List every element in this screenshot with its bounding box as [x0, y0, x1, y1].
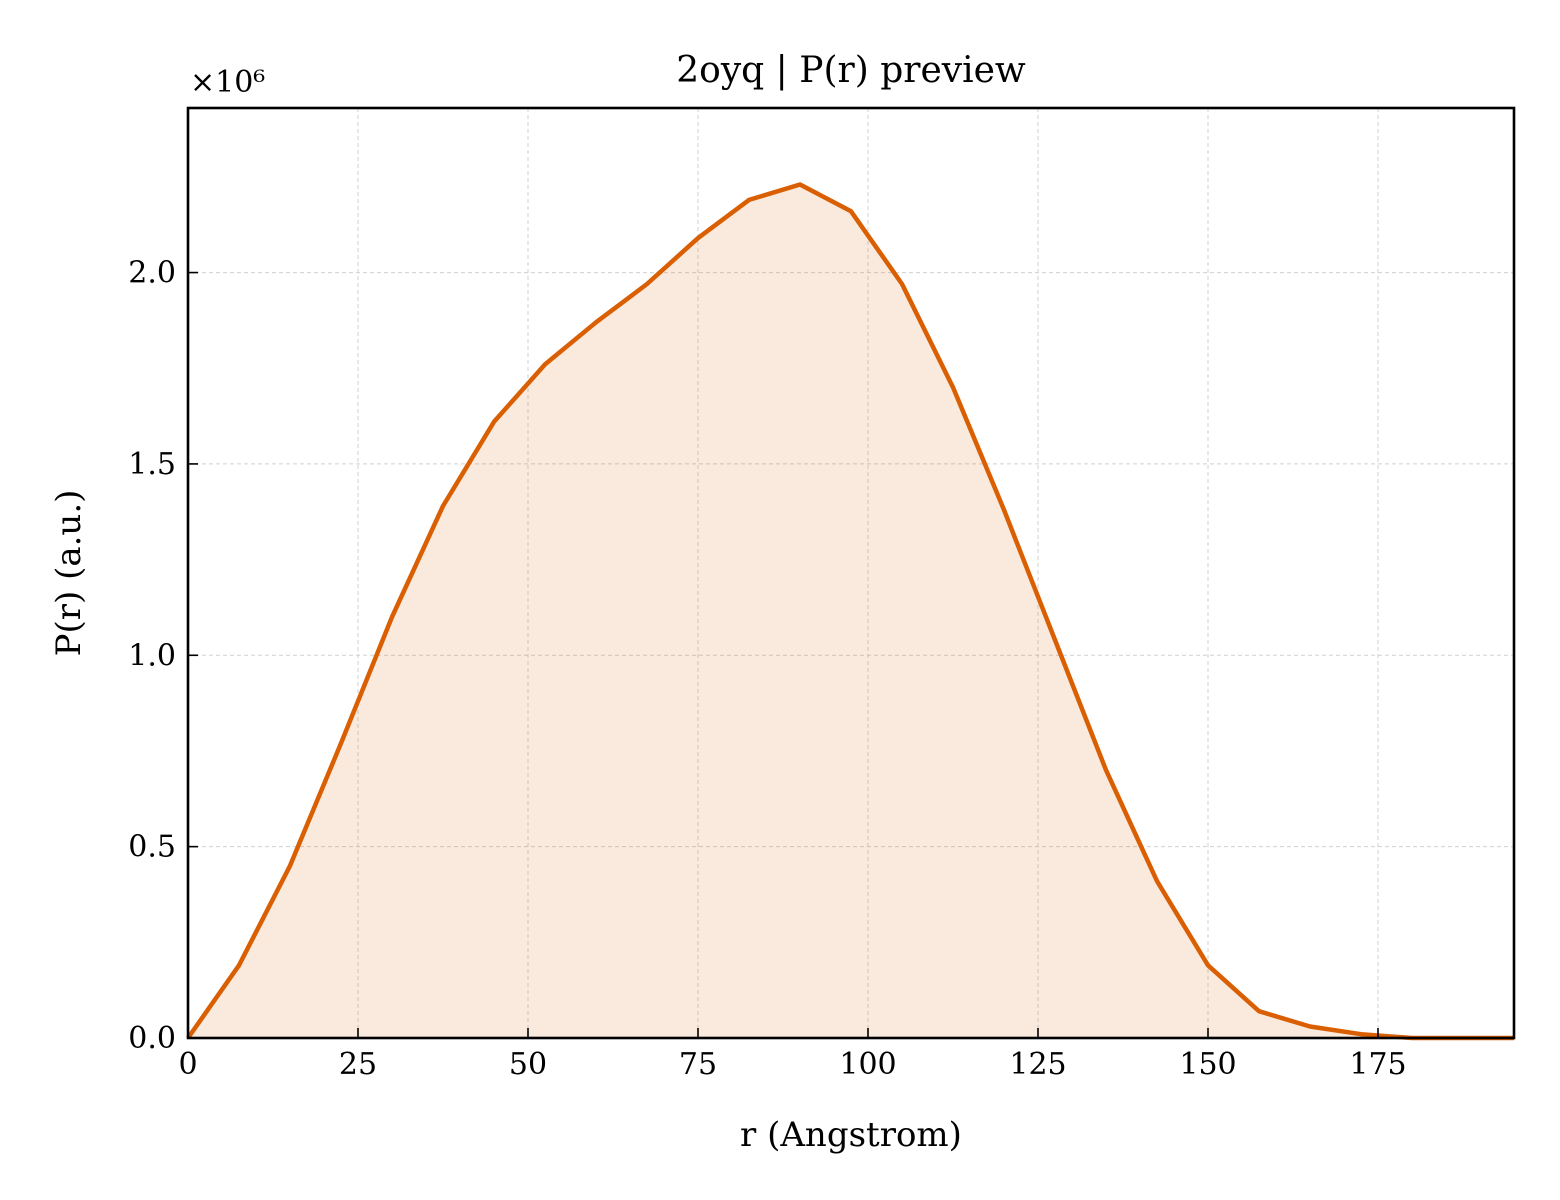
- series-line: [186, 182, 1514, 1041]
- y-tick-label: 1.5: [128, 447, 176, 482]
- grid: [188, 108, 1514, 1038]
- plot-area: [186, 182, 1514, 1041]
- x-axis-label: r (Angstrom): [740, 1115, 962, 1155]
- y-multiplier-label: ×10⁶: [190, 65, 265, 100]
- x-tick-label: 0: [178, 1047, 197, 1082]
- y-tick-label: 2.0: [128, 256, 176, 291]
- x-tick-label: 100: [839, 1047, 896, 1082]
- x-tick-label: 25: [339, 1047, 377, 1082]
- y-tick-label: 0.5: [128, 830, 176, 865]
- series-area-fill: [188, 184, 1514, 1038]
- x-tick-label: 125: [1009, 1047, 1066, 1082]
- y-tick-label: 1.0: [128, 638, 176, 673]
- chart-title: 2oyq | P(r) preview: [676, 50, 1026, 91]
- y-tick-label: 0.0: [128, 1021, 176, 1056]
- ticks: 0 25 50 75 100 125 150 175 0.0 0.5 1.0 1.5 2.0: [128, 256, 1406, 1082]
- y-axis-label: P(r) (a.u.): [49, 490, 89, 657]
- x-tick-label: 50: [509, 1047, 547, 1082]
- x-tick-label: 175: [1349, 1047, 1406, 1082]
- axes-frame: [186, 106, 1516, 1040]
- x-tick-label: 150: [1179, 1047, 1236, 1082]
- x-tick-label: 75: [679, 1047, 717, 1082]
